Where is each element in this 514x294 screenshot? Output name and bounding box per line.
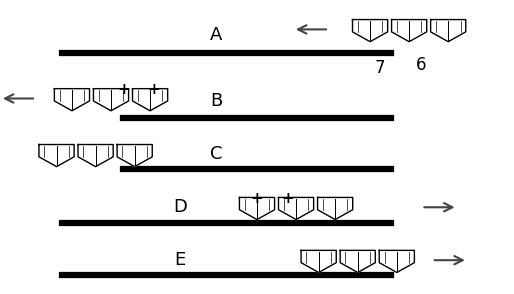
- Text: +: +: [148, 82, 160, 97]
- Text: A: A: [210, 26, 222, 44]
- Polygon shape: [240, 198, 274, 220]
- Polygon shape: [431, 20, 466, 42]
- Polygon shape: [39, 145, 74, 167]
- Polygon shape: [133, 89, 168, 111]
- Polygon shape: [340, 250, 375, 273]
- Text: C: C: [210, 145, 222, 163]
- Text: +: +: [251, 191, 263, 206]
- Polygon shape: [78, 145, 113, 167]
- Polygon shape: [379, 250, 414, 273]
- Text: D: D: [173, 198, 187, 216]
- Polygon shape: [353, 20, 388, 42]
- Text: +: +: [117, 82, 130, 97]
- Polygon shape: [301, 250, 336, 273]
- Text: +: +: [282, 191, 294, 206]
- Polygon shape: [392, 20, 427, 42]
- Polygon shape: [94, 89, 128, 111]
- Polygon shape: [117, 145, 152, 167]
- Polygon shape: [54, 89, 89, 111]
- Text: B: B: [210, 92, 222, 111]
- Text: 7: 7: [375, 59, 386, 77]
- Text: E: E: [174, 251, 186, 269]
- Polygon shape: [318, 198, 353, 220]
- Polygon shape: [279, 198, 314, 220]
- Text: 6: 6: [416, 56, 427, 74]
